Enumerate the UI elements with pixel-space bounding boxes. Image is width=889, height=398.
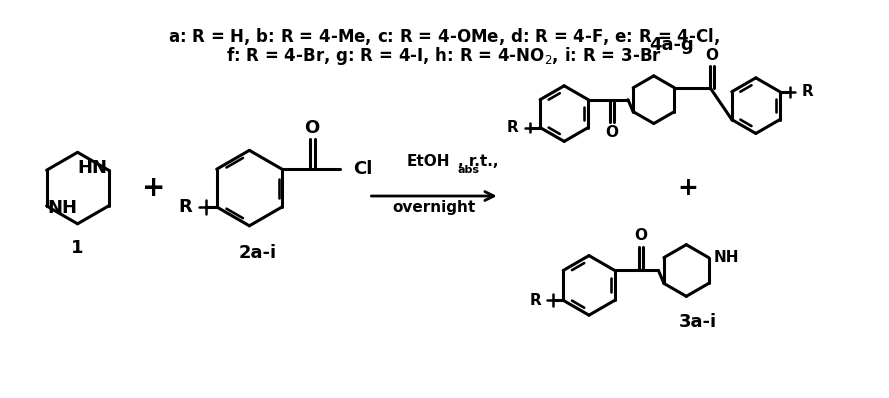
Text: +: + — [142, 174, 165, 202]
Text: EtOH: EtOH — [406, 154, 450, 169]
Text: O: O — [634, 228, 647, 243]
Text: overnight: overnight — [392, 200, 476, 215]
Text: R: R — [530, 293, 541, 308]
Text: O: O — [605, 125, 619, 140]
Text: +: + — [677, 176, 699, 200]
Text: HN: HN — [77, 159, 108, 177]
Text: 4a-g: 4a-g — [649, 36, 694, 54]
Text: $\mathbf{a}$: R = H, $\mathbf{b}$: R = 4-Me, $\mathbf{c}$: R = 4-OMe, $\mathbf{d: $\mathbf{a}$: R = H, $\mathbf{b}$: R = 4… — [168, 25, 720, 47]
Text: 2a-i: 2a-i — [238, 244, 276, 261]
Text: R: R — [802, 84, 813, 99]
Text: $\mathbf{f}$: R = 4-Br, $\mathbf{g}$: R = 4-I, $\mathbf{h}$: R = 4-NO$_2$, $\mat: $\mathbf{f}$: R = 4-Br, $\mathbf{g}$: R … — [226, 45, 662, 67]
Text: R: R — [178, 198, 192, 216]
Text: O: O — [304, 119, 319, 137]
Text: 1: 1 — [71, 239, 84, 257]
Text: abs: abs — [458, 165, 480, 175]
Text: , r.t.,: , r.t., — [458, 154, 499, 169]
Text: NH: NH — [714, 250, 740, 265]
Text: Cl: Cl — [354, 160, 372, 178]
Text: NH: NH — [47, 199, 77, 217]
Text: 3a-i: 3a-i — [679, 313, 717, 331]
Text: R: R — [507, 120, 518, 135]
Text: O: O — [706, 47, 718, 62]
